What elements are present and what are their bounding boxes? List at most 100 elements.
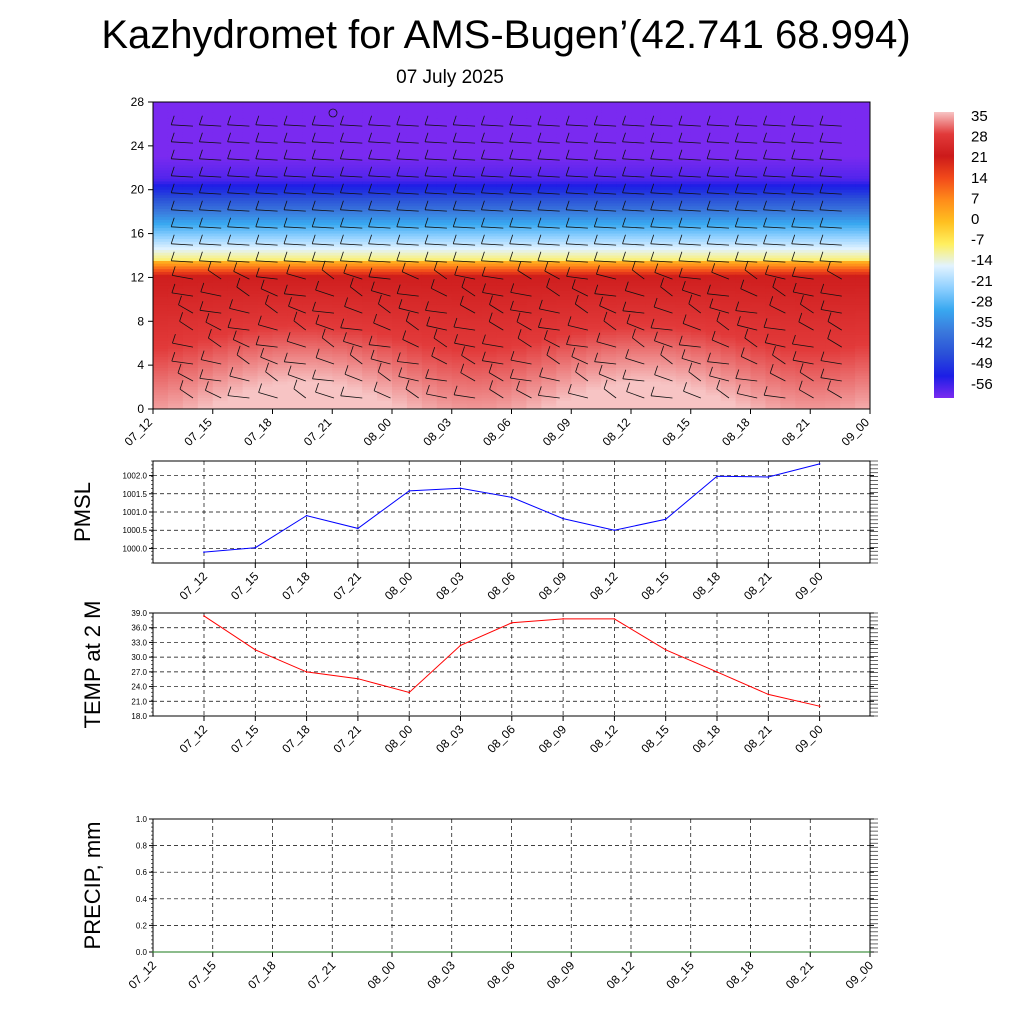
temperature-cell: [242, 250, 259, 254]
temperature-cell: [481, 129, 498, 133]
temperature-cell: [436, 299, 453, 303]
temperature-cell: [765, 184, 781, 188]
temperature-cell: [332, 307, 348, 311]
temperature-cell: [855, 247, 870, 251]
temperature-cell: [182, 250, 199, 254]
temperature-cell: [362, 192, 378, 196]
temperature-cell: [660, 285, 677, 289]
temperature-cell: [631, 340, 647, 344]
temperature-cell: [377, 373, 393, 377]
temperature-cell: [302, 359, 318, 363]
temperature-cell: [197, 211, 214, 215]
temperature-cell: [825, 126, 841, 131]
temperature-cell: [272, 285, 289, 289]
temperature-cell: [347, 203, 363, 207]
temperature-cell: [182, 151, 199, 155]
temperature-cell: [631, 197, 647, 202]
temperature-cell: [720, 260, 737, 265]
temperature-cell: [616, 299, 632, 303]
temperature-cell: [287, 140, 303, 144]
temperature-cell: [421, 145, 438, 150]
temperature-cell: [586, 348, 602, 353]
temperature-cell: [212, 200, 229, 205]
temperature-cell: [795, 165, 811, 169]
temperature-cell: [855, 310, 870, 314]
temperature-cell: [197, 337, 214, 342]
temperature-cell: [481, 156, 498, 161]
temperature-cell: [287, 348, 303, 353]
temperature-cell: [810, 176, 826, 180]
temperature-cell: [496, 189, 513, 194]
temperature-cell: [705, 307, 722, 311]
temperature-cell: [466, 304, 483, 309]
temperature-cell: [541, 167, 557, 172]
temperature-cell: [377, 165, 393, 169]
temperature-cell: [660, 126, 677, 131]
temperature-cell: [242, 299, 259, 303]
temperature-cell: [675, 239, 692, 243]
temperature-cell: [317, 134, 333, 139]
temperature-cell: [631, 315, 647, 320]
temperature-cell: [496, 277, 513, 281]
temperature-cell: [436, 132, 453, 136]
temperature-cell: [496, 217, 513, 221]
temperature-cell: [780, 112, 796, 117]
temperature-cell: [421, 211, 438, 215]
temperature-cell: [735, 134, 752, 139]
temperature-cell: [496, 348, 513, 353]
temperature-cell: [765, 348, 781, 353]
temperature-cell: [690, 307, 707, 311]
temperature-cell: [466, 195, 483, 199]
temperature-cell: [377, 176, 393, 180]
temperature-cell: [242, 167, 259, 172]
temperature-cell: [317, 159, 333, 163]
temperature-cell: [526, 271, 542, 276]
temperature-cell: [302, 167, 318, 172]
temperature-cell: [750, 121, 767, 125]
temperature-cell: [167, 156, 184, 161]
temperature-cell: [780, 343, 796, 347]
temperature-cell: [272, 102, 289, 106]
temperature-cell: [541, 274, 557, 279]
temperature-cell: [302, 230, 318, 235]
temperature-cell: [780, 354, 796, 358]
temperature-cell: [421, 288, 438, 292]
temperature-cell: [481, 288, 498, 292]
temperature-cell: [451, 302, 468, 306]
temperature-cell: [392, 315, 408, 320]
temperature-cell: [436, 370, 453, 374]
temperature-cell: [855, 334, 870, 339]
temperature-cell: [272, 143, 289, 147]
temperature-cell: [317, 206, 333, 210]
temperature-cell: [840, 384, 856, 388]
temperature-cell: [287, 115, 303, 120]
temperature-cell: [466, 151, 483, 155]
temperature-cell: [182, 137, 199, 141]
temperature-cell: [526, 321, 542, 325]
temperature-cell: [182, 337, 199, 342]
temperature-cell: [720, 121, 737, 125]
temperature-cell: [436, 258, 453, 262]
temperature-cell: [690, 143, 707, 147]
temperature-cell: [466, 291, 483, 295]
temperature-cell: [197, 121, 214, 125]
temperature-cell: [347, 285, 363, 289]
temperature-cell: [317, 326, 333, 331]
temperature-cell: [810, 269, 826, 273]
temperature-cell: [780, 324, 796, 328]
temperature-cell: [496, 170, 513, 174]
temperature-cell: [675, 118, 692, 122]
temperature-cell: [556, 203, 572, 207]
temperature-cell: [840, 159, 856, 163]
temperature-cell: [690, 214, 707, 218]
temperature-cell: [601, 104, 617, 109]
temperature-cell: [451, 304, 468, 309]
temperature-cell: [765, 170, 781, 174]
temperature-cell: [421, 266, 438, 270]
temperature-cell: [526, 313, 542, 317]
temperature-cell: [451, 162, 468, 166]
temperature-cell: [212, 332, 229, 336]
temperature-cell: [795, 107, 811, 111]
temperature-cell: [780, 280, 796, 284]
temperature-cell: [421, 310, 438, 314]
